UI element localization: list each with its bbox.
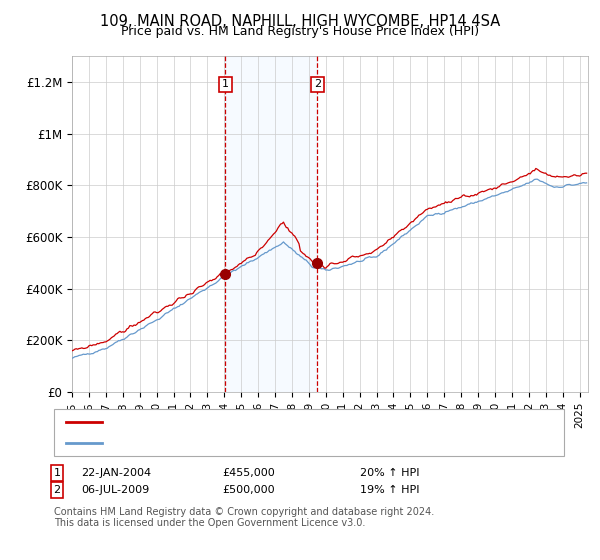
Text: £455,000: £455,000 (222, 468, 275, 478)
Text: 1: 1 (53, 468, 61, 478)
Text: 20% ↑ HPI: 20% ↑ HPI (360, 468, 419, 478)
Text: 109, MAIN ROAD, NAPHILL, HIGH WYCOMBE, HP14 4SA (detached house): 109, MAIN ROAD, NAPHILL, HIGH WYCOMBE, H… (111, 417, 511, 427)
Text: £500,000: £500,000 (222, 485, 275, 495)
Text: 19% ↑ HPI: 19% ↑ HPI (360, 485, 419, 495)
Text: 2: 2 (53, 485, 61, 495)
Bar (225, 56, 317, 392)
Text: 2: 2 (314, 80, 321, 90)
Text: 22-JAN-2004: 22-JAN-2004 (81, 468, 151, 478)
Text: 109, MAIN ROAD, NAPHILL, HIGH WYCOMBE, HP14 4SA: 109, MAIN ROAD, NAPHILL, HIGH WYCOMBE, H… (100, 14, 500, 29)
Text: HPI: Average price, detached house, Buckinghamshire: HPI: Average price, detached house, Buck… (111, 438, 408, 448)
Text: Price paid vs. HM Land Registry's House Price Index (HPI): Price paid vs. HM Land Registry's House … (121, 25, 479, 38)
Text: Contains HM Land Registry data © Crown copyright and database right 2024.
This d: Contains HM Land Registry data © Crown c… (54, 507, 434, 529)
Text: 1: 1 (222, 80, 229, 90)
Text: 06-JUL-2009: 06-JUL-2009 (81, 485, 149, 495)
